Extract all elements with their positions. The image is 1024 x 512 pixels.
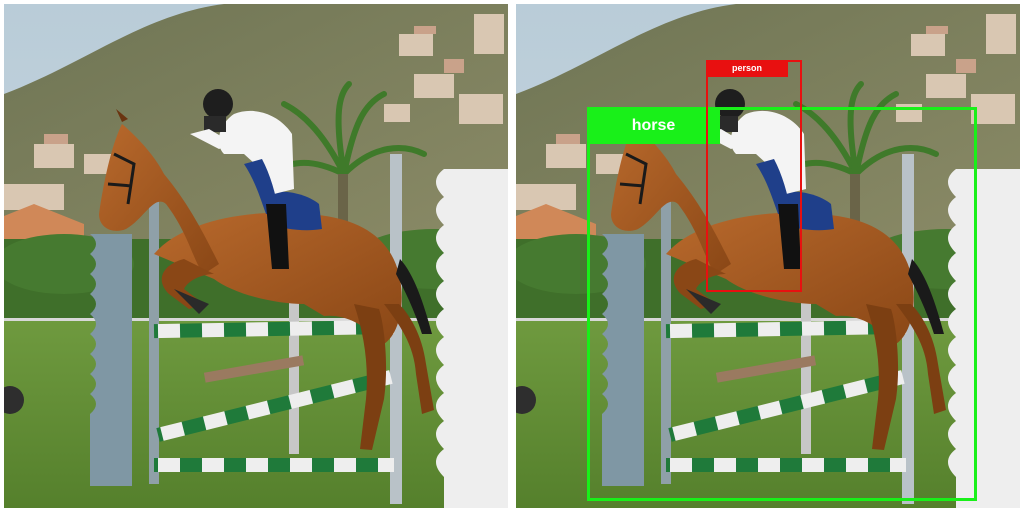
person-bounding-box	[706, 60, 802, 292]
show-jumping-photo	[4, 4, 508, 508]
horse-bounding-box	[587, 107, 977, 501]
annotated-photo-panel: horse person	[516, 4, 1020, 508]
horse-label: horse	[587, 107, 720, 144]
person-label: person	[706, 60, 788, 77]
original-photo-panel	[4, 4, 508, 508]
